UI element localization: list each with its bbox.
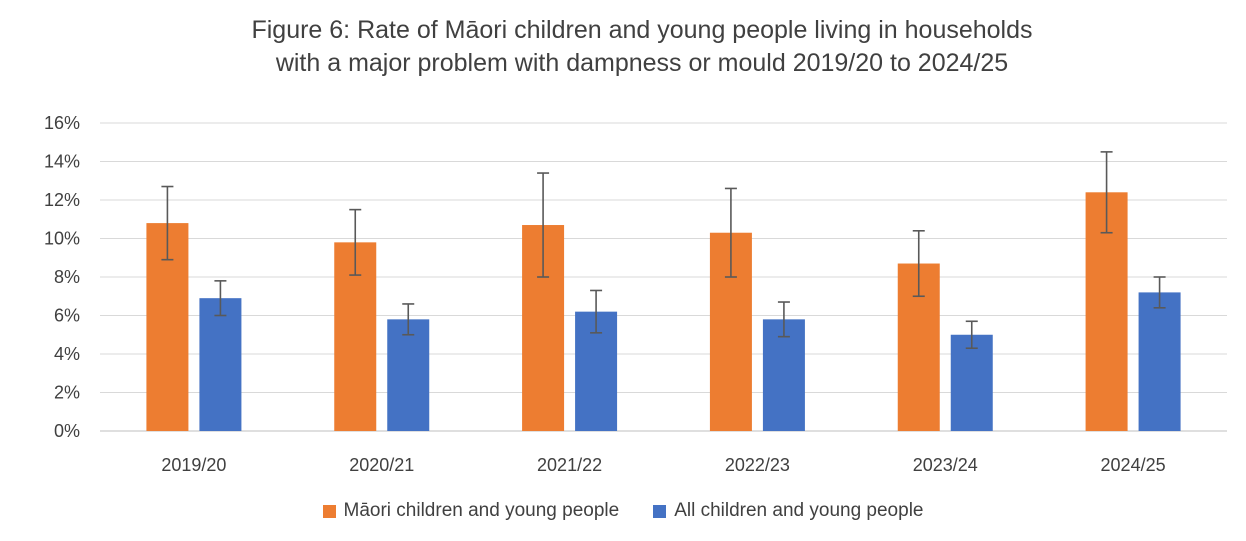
y-tick-label: 4%	[54, 344, 80, 364]
y-tick-label: 16%	[44, 113, 80, 133]
gridlines	[100, 122, 1227, 432]
legend-label-maori: Māori children and young people	[343, 500, 620, 521]
legend-label-all: All children and young people	[674, 500, 924, 521]
y-tick-label: 14%	[44, 152, 80, 172]
error-bar-all	[402, 303, 415, 336]
legend-swatch-all	[653, 504, 667, 518]
error-bar-all	[965, 320, 978, 350]
error-bar-maori	[161, 185, 174, 261]
error-bar-maori	[1100, 151, 1113, 234]
bar-all	[762, 319, 805, 431]
error-bar-maori	[537, 172, 550, 278]
chart-title: Figure 6: Rate of Māori children and you…	[0, 14, 1246, 80]
legend: Māori children and young people All chil…	[0, 500, 1246, 522]
error-bar-maori	[912, 230, 925, 298]
x-tick-label: 2019/20	[161, 455, 226, 475]
x-tick-label: 2024/25	[1101, 455, 1166, 475]
legend-item-all: All children and young people	[653, 500, 923, 522]
y-tick-label: 8%	[54, 267, 80, 287]
error-bar-maori	[724, 187, 737, 278]
bars	[146, 192, 1181, 431]
y-tick-label: 6%	[54, 306, 80, 326]
error-bar-maori	[349, 208, 362, 276]
y-tick-label: 0%	[54, 421, 80, 441]
y-tick-label: 12%	[44, 190, 80, 210]
error-bar-all	[1153, 276, 1166, 309]
x-tick-label: 2022/23	[725, 455, 790, 475]
error-bar-all	[590, 289, 603, 334]
legend-item-maori: Māori children and young people	[322, 500, 620, 522]
y-tick-label: 10%	[44, 229, 80, 249]
bar-all	[387, 319, 430, 431]
x-tick-label: 2020/21	[349, 455, 414, 475]
chart-title-line-2: with a major problem with dampness or mo…	[275, 49, 1009, 77]
error-bar-all	[777, 301, 790, 338]
bar-all	[950, 334, 993, 431]
y-axis: 0% 2% 4% 6% 8% 10% 12% 14% 16%	[44, 113, 80, 441]
bar-all	[199, 298, 242, 431]
bar-all	[1138, 292, 1181, 431]
error-bar-all	[214, 280, 227, 317]
chart-title-line-1: Figure 6: Rate of Māori children and you…	[251, 16, 1033, 44]
error-bars	[161, 151, 1166, 350]
y-tick-label: 2%	[54, 383, 80, 403]
x-axis: 2019/20 2020/21 2021/22 2022/23 2023/24 2024/…	[161, 455, 1165, 475]
x-tick-label: 2021/22	[537, 455, 602, 475]
x-tick-label: 2023/24	[913, 455, 978, 475]
legend-swatch-maori	[322, 504, 336, 518]
